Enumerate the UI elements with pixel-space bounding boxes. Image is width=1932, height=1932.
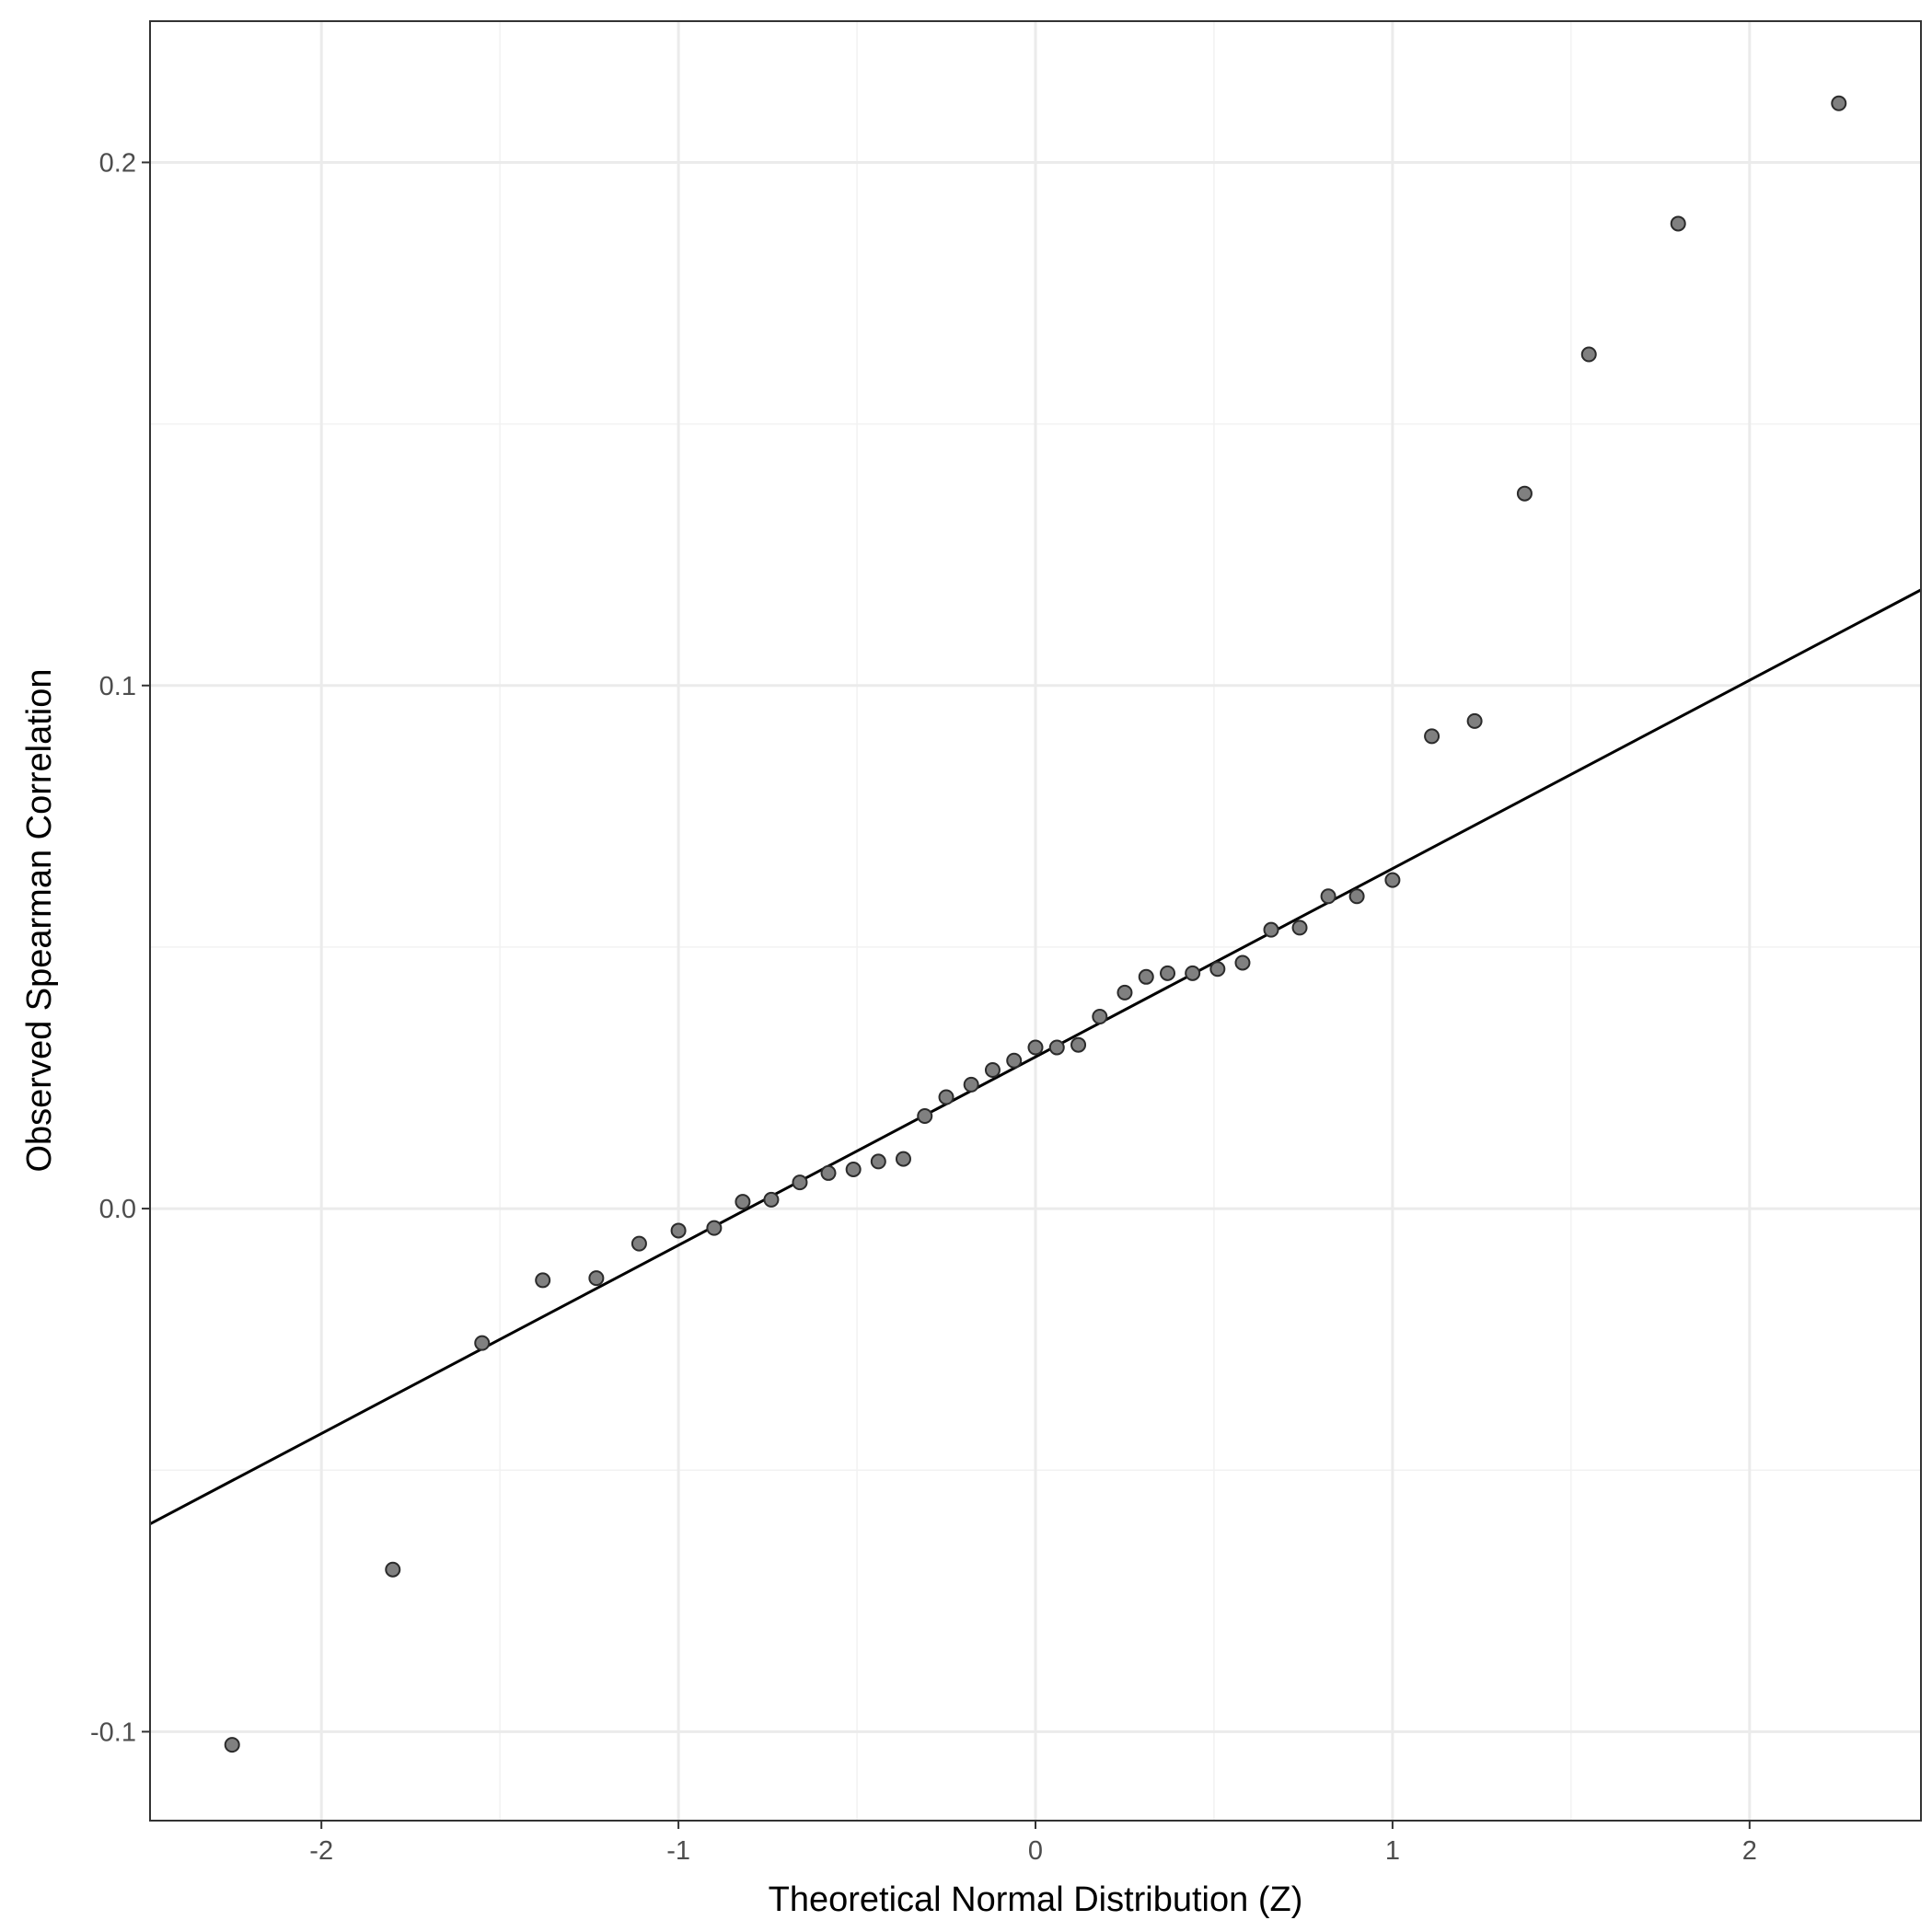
data-point (845, 1161, 862, 1177)
data-point (1384, 872, 1401, 888)
data-point (1138, 968, 1154, 985)
x-axis-title: Theoretical Normal Distribution (Z) (769, 1880, 1303, 1919)
data-point (763, 1191, 780, 1208)
data-point (1466, 712, 1483, 729)
data-point (706, 1220, 723, 1236)
data-point (895, 1151, 911, 1167)
data-point (820, 1164, 837, 1181)
y-tick-label: 0.0 (99, 1195, 136, 1224)
data-point (735, 1194, 751, 1210)
data-point (1048, 1039, 1065, 1056)
data-points (224, 95, 1847, 1753)
data-point (1580, 346, 1597, 363)
x-tick-label: -1 (666, 1836, 690, 1866)
x-tick-label: -2 (309, 1836, 333, 1866)
y-tick-label: 0.1 (99, 672, 136, 701)
x-tick-label: 2 (1742, 1836, 1757, 1866)
data-point (1092, 1009, 1108, 1025)
data-point (792, 1174, 808, 1191)
data-point (588, 1270, 605, 1287)
data-point (1116, 984, 1133, 1001)
data-point (1160, 965, 1176, 981)
data-point (917, 1107, 933, 1124)
x-tick-label: 0 (1028, 1836, 1043, 1866)
data-point (938, 1089, 954, 1105)
data-point (385, 1561, 401, 1578)
data-point (1424, 728, 1440, 745)
data-point (1831, 95, 1847, 111)
data-point (631, 1235, 647, 1252)
data-point (1185, 965, 1201, 981)
y-axis-title: Observed Spearman Correlation (20, 668, 59, 1172)
data-point (1209, 961, 1226, 978)
data-point (224, 1737, 240, 1753)
data-point (984, 1061, 1001, 1078)
data-point (670, 1222, 687, 1239)
y-tick-label: 0.2 (99, 148, 136, 178)
data-point (1234, 954, 1251, 971)
y-axis: -0.1 0.0 0.1 0.2 (90, 148, 150, 1747)
reference-line (150, 588, 1921, 1525)
data-point (1348, 888, 1365, 905)
y-tick-label: -0.1 (90, 1718, 136, 1747)
data-point (1291, 920, 1308, 936)
data-point (535, 1272, 551, 1289)
data-point (1006, 1052, 1023, 1069)
data-point (1027, 1039, 1044, 1056)
data-point (1320, 888, 1336, 905)
major-gridlines (150, 21, 1921, 1821)
data-point (1516, 485, 1533, 502)
data-point (870, 1153, 886, 1170)
data-point (1070, 1036, 1087, 1053)
data-point (1263, 921, 1279, 938)
x-tick-label: 1 (1385, 1836, 1400, 1866)
data-point (963, 1076, 979, 1093)
x-axis: -2 -1 0 1 2 (309, 1821, 1757, 1866)
data-point (1670, 215, 1686, 232)
data-point (474, 1335, 491, 1351)
